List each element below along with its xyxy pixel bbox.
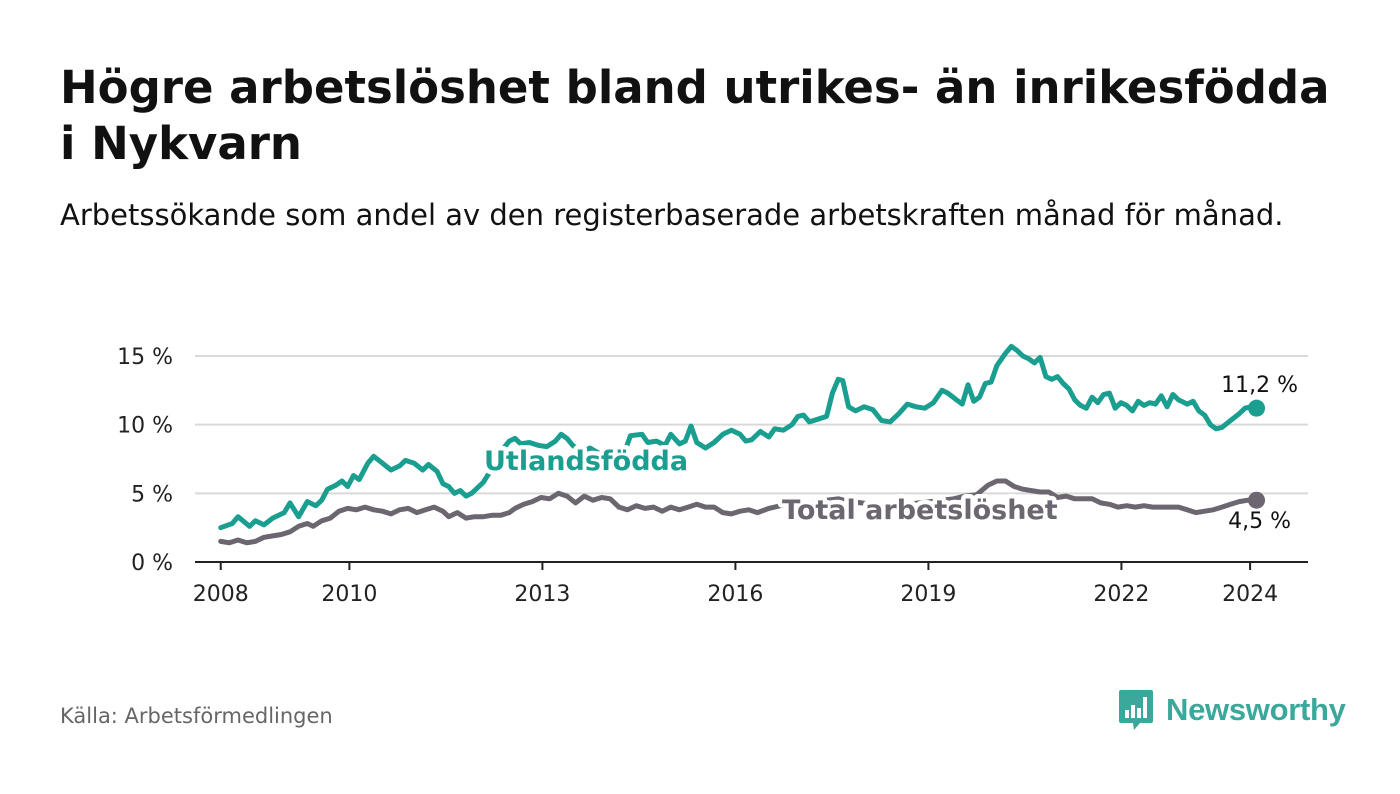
bar-chart-speech-bubble-icon	[1119, 690, 1153, 730]
series-label-utlandsfodda: Utlandsfödda	[484, 446, 688, 477]
x-tick-label: 2008	[193, 582, 249, 607]
end-label-utlandsfodda: 11,2 %	[1221, 373, 1298, 398]
brand-logo[interactable]: Newsworthy	[1118, 688, 1346, 732]
y-tick-label: 10 %	[117, 414, 173, 439]
series-line-total	[218, 478, 1259, 546]
y-tick-label: 0 %	[131, 551, 173, 576]
end-point-utlandsfodda	[1248, 399, 1266, 417]
source-note: Källa: Arbetsförmedlingen	[60, 704, 333, 728]
y-tick-label: 5 %	[131, 482, 173, 507]
y-tick-label: 15 %	[117, 345, 173, 370]
x-tick-label: 2019	[900, 582, 956, 607]
end-label-total: 4,5 %	[1228, 509, 1291, 534]
chart-title: Högre arbetslöshet bland utrikes- än inr…	[60, 61, 1330, 170]
chart-subtitle: Arbetssökande som andel av den registerb…	[60, 198, 1284, 232]
brand-name: Newsworthy	[1166, 692, 1346, 727]
x-tick-label: 2022	[1093, 582, 1149, 607]
x-tick-label: 2024	[1222, 582, 1278, 607]
end-point-total	[1248, 491, 1266, 509]
line-chart: 0 % 5 % 10 % 15 % 2008 2010 2013 2016 2019 2022 20…	[117, 343, 1308, 607]
x-tick-label: 2010	[321, 582, 377, 607]
series-label-total: Total arbetslöshet	[782, 495, 1058, 526]
series-line-utlandsfodda	[218, 343, 1259, 531]
x-tick-label: 2013	[514, 582, 570, 607]
x-tick-label: 2016	[707, 582, 763, 607]
